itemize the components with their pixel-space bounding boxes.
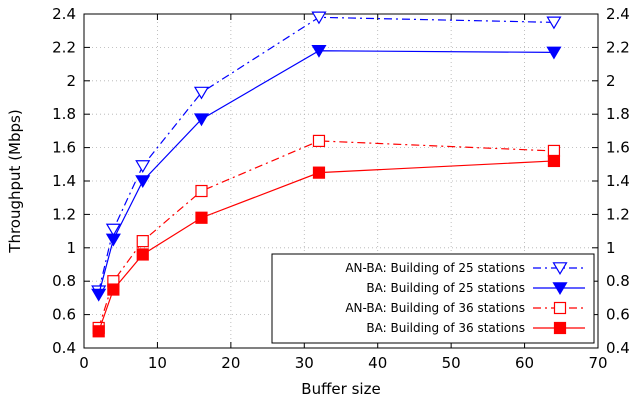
legend-label: BA: Building of 36 stations [366, 321, 525, 335]
y-tick-label: 1 [66, 239, 76, 257]
y2-tick-label: 2.4 [606, 5, 630, 23]
series-line [98, 50, 554, 295]
x-tick-label: 70 [588, 354, 607, 372]
legend-marker [552, 282, 568, 296]
x-tick-label: 20 [221, 354, 240, 372]
y-tick-label: 0.8 [52, 272, 76, 290]
x-tick-label: 40 [368, 354, 387, 372]
data-point [105, 223, 121, 237]
legend-label: BA: Building of 25 stations [366, 281, 525, 295]
x-tick-label: 60 [515, 354, 534, 372]
legend: AN-BA: Building of 25 stations BA: Buildi… [271, 253, 595, 344]
y-tick-label: 0.6 [52, 306, 76, 324]
y2-tick-label: 0.8 [606, 272, 630, 290]
y-tick-label: 1.4 [52, 172, 76, 190]
y2-tick-label: 1.8 [606, 105, 630, 123]
data-point [136, 248, 149, 261]
data-point [193, 86, 210, 100]
axis-ticks: 0 10 20 30 40 50 60 700.4 0.40.6 0.60.8 0.81 11.2 1.… [52, 5, 630, 372]
x-tick-label: 50 [442, 354, 461, 372]
data-point [311, 11, 327, 25]
y-tick-label: 2.2 [52, 38, 76, 56]
y-axis-label: Throughput (Mbps) [6, 109, 24, 253]
y2-tick-label: 2 [606, 72, 616, 90]
y-tick-label: 1.8 [52, 105, 76, 123]
y-tick-label: 2 [66, 72, 76, 90]
series-4 [92, 154, 561, 338]
y2-tick-label: 0.4 [606, 339, 630, 357]
y2-tick-label: 1.4 [606, 172, 630, 190]
data-point [547, 144, 561, 158]
y2-tick-label: 1.6 [606, 139, 630, 157]
data-point [135, 175, 151, 189]
data-point [91, 288, 107, 302]
legend-label: AN-BA: Building of 36 stations [345, 301, 525, 315]
y-tick-label: 0.4 [52, 339, 76, 357]
y-tick-label: 1.6 [52, 139, 76, 157]
data-point [92, 325, 105, 338]
legend-marker [553, 301, 567, 315]
y2-tick-label: 1 [606, 239, 616, 257]
data-point [546, 46, 562, 60]
data-point [547, 154, 561, 168]
data-point [311, 44, 327, 58]
y-tick-label: 2.4 [52, 5, 76, 23]
series-line [98, 160, 554, 332]
data-point [195, 184, 208, 198]
x-tick-label: 0 [79, 354, 89, 372]
legend-label: AN-BA: Building of 25 stations [345, 261, 525, 275]
series-2 [91, 44, 562, 302]
data-point [135, 160, 151, 174]
y2-tick-label: 1.2 [606, 205, 630, 223]
legend-marker [553, 321, 567, 335]
legend-marker [552, 262, 568, 276]
data-point [312, 166, 326, 179]
data-point [546, 16, 562, 30]
series-line [98, 16, 554, 292]
data-point [136, 235, 149, 248]
data-point [105, 233, 121, 247]
x-tick-label: 10 [148, 354, 167, 372]
x-axis-label: Buffer size [301, 380, 380, 398]
series-layer [91, 11, 562, 338]
x-tick-label: 30 [295, 354, 314, 372]
data-point [312, 134, 326, 148]
y-tick-label: 1.2 [52, 205, 76, 223]
data-point [195, 211, 208, 224]
y2-tick-label: 2.2 [606, 38, 630, 56]
y2-tick-label: 0.6 [606, 306, 630, 324]
data-point [107, 283, 120, 296]
data-point [193, 113, 210, 127]
